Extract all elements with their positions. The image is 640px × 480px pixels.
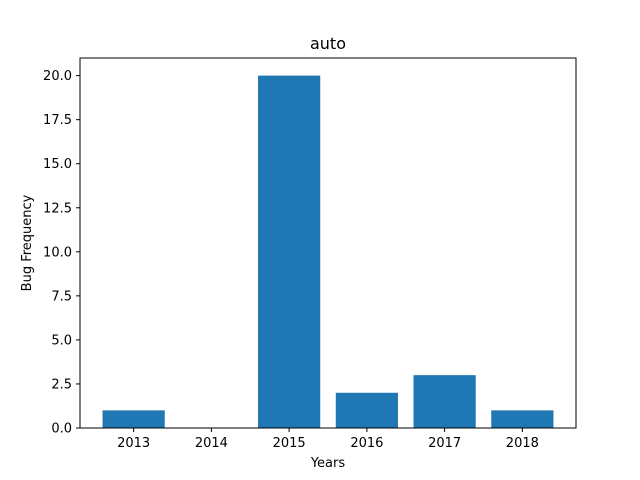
bar-2017 bbox=[413, 375, 476, 428]
y-tick-label-17.5: 17.5 bbox=[43, 113, 72, 128]
y-tick-label-5.0: 5.0 bbox=[51, 333, 72, 348]
y-tick-label-2.5: 2.5 bbox=[51, 377, 72, 392]
y-axis-label: Bug Frequency bbox=[20, 194, 35, 291]
x-tick-label-2014: 2014 bbox=[195, 436, 228, 451]
x-tick-label-2017: 2017 bbox=[428, 436, 461, 451]
y-tick-label-20.0: 20.0 bbox=[43, 69, 72, 84]
x-tick-label-2016: 2016 bbox=[350, 436, 383, 451]
x-axis: 2013 2014 2015 2016 2017 2018 bbox=[117, 428, 539, 451]
bar-2013 bbox=[102, 410, 165, 428]
x-axis-label: Years bbox=[310, 456, 346, 471]
bars-group bbox=[102, 75, 554, 428]
y-tick-label-0.0: 0.0 bbox=[51, 422, 72, 437]
chart-title: auto bbox=[310, 34, 346, 53]
plot-frame bbox=[79, 57, 577, 429]
bar-2018 bbox=[491, 410, 554, 428]
y-axis: 0.0 2.5 5.0 7.5 10.0 12.5 15.0 17.5 20.0 bbox=[43, 69, 80, 437]
x-tick-label-2015: 2015 bbox=[273, 436, 306, 451]
y-tick-label-15.0: 15.0 bbox=[43, 157, 72, 172]
x-tick-label-2018: 2018 bbox=[506, 436, 539, 451]
y-tick-label-12.5: 12.5 bbox=[43, 201, 72, 216]
x-tick-label-2013: 2013 bbox=[117, 436, 150, 451]
y-tick-label-7.5: 7.5 bbox=[51, 289, 72, 304]
y-tick-label-10.0: 10.0 bbox=[43, 245, 72, 260]
bar-2015 bbox=[258, 75, 321, 428]
bar-2016 bbox=[335, 392, 398, 428]
